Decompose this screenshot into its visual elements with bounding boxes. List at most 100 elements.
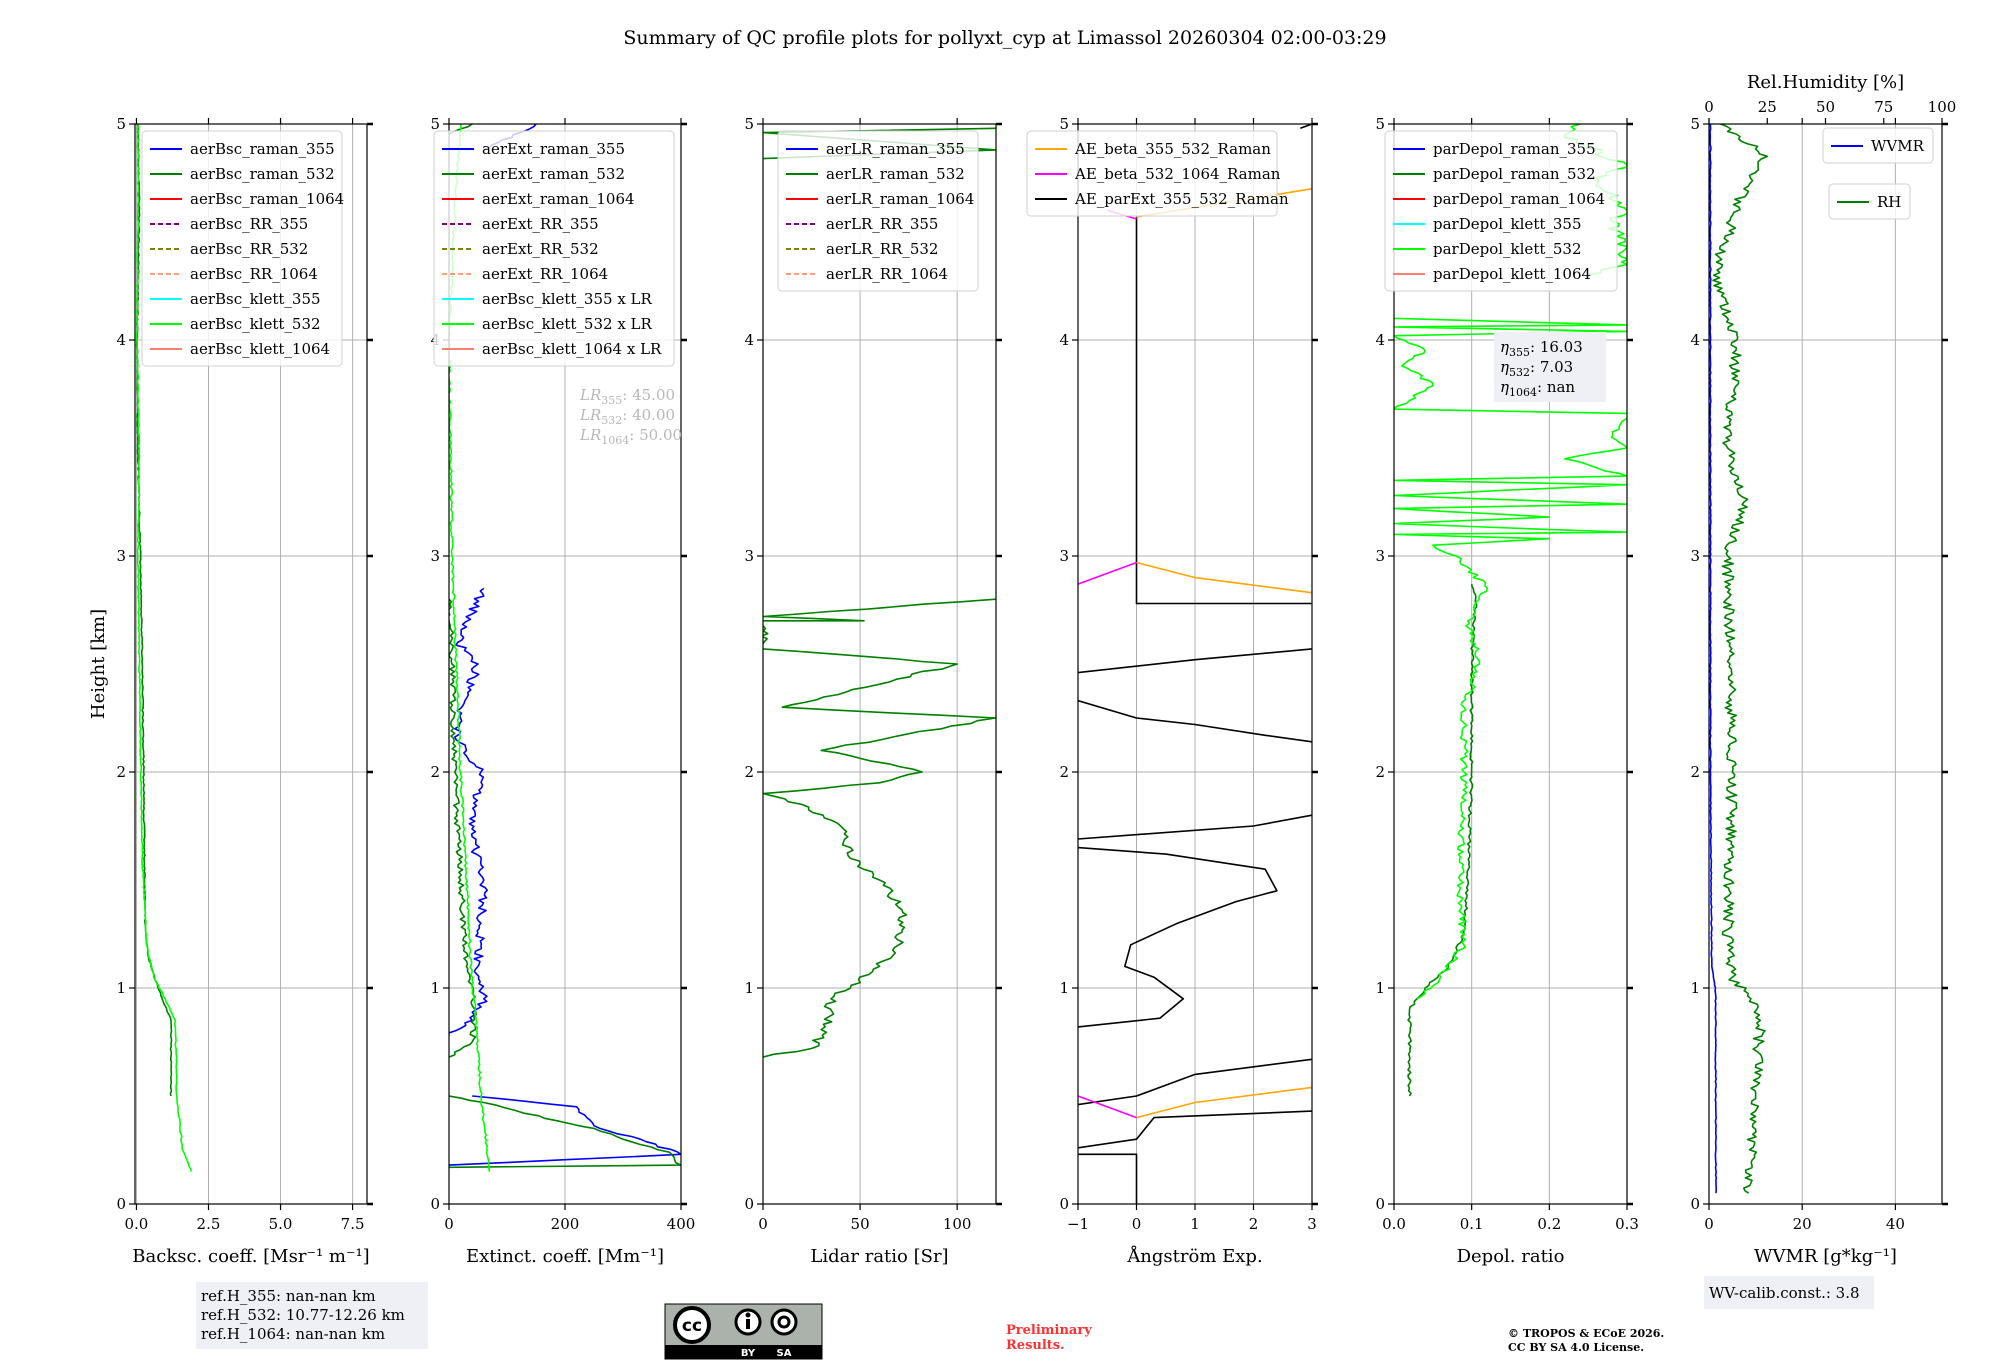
sa-icon (770, 1308, 798, 1336)
series-line-ae-parext-355-532-raman (1135, 216, 1312, 605)
annotation-subscript: 355 (1509, 346, 1530, 359)
y-tick-label: 3 (1690, 547, 1700, 565)
legend-frame (141, 130, 343, 367)
y-tick-label: 4 (116, 331, 126, 349)
legend-label: aerBsc_RR_532 (190, 240, 308, 258)
top-x-tick-label: 50 (1816, 98, 1835, 116)
y-tick-label: 5 (1375, 115, 1385, 133)
x-tick-label: 200 (551, 1215, 580, 1233)
series-line-aerext-raman-532 (449, 1095, 681, 1169)
annotation-line: LR1064: 50.00 (579, 426, 682, 447)
x-tick-label: 2.5 (197, 1215, 221, 1233)
series-line-ae-beta-355-532-raman (1136, 1086, 1312, 1119)
series-line-ae-parext-355-532-raman (1078, 814, 1312, 840)
x-tick-label: 0 (1132, 1215, 1142, 1233)
y-tick-label: 1 (1375, 979, 1385, 997)
x-axis-label: Depol. ratio (1457, 1246, 1565, 1267)
legend-label: AE_beta_355_532_Raman (1074, 140, 1271, 158)
y-tick-label: 3 (116, 547, 126, 565)
annotation-subscript: 532 (601, 414, 622, 427)
annotation-symbol: LR (579, 386, 601, 404)
axes-frame (1708, 123, 1943, 1205)
series-line-ae-parext-355-532-raman (1078, 648, 1312, 674)
y-tick-label: 5 (430, 115, 440, 133)
annotation-value: : 7.03 (1530, 358, 1573, 376)
preliminary-text-1: Preliminary (1006, 1323, 1092, 1338)
series-line-aerext-raman-355 (449, 587, 488, 1036)
annotation-symbol: η (1500, 338, 1509, 356)
figure-title: Summary of QC profile plots for pollyxt_… (623, 27, 1386, 49)
y-tick-label: 5 (1059, 115, 1069, 133)
panel-1: 0.0 2.5 5.0 7.5 0 1 2 3 4 5 Backsc. coeff. [Msr⁻¹ … (116, 115, 373, 1267)
series-line-ae-parext-355-532-raman (1300, 124, 1312, 130)
axes-frame (134, 123, 368, 1205)
y-tick-label: 3 (430, 547, 440, 565)
legend-label: aerExt_raman_532 (482, 165, 625, 183)
y-tick-label: 3 (1059, 547, 1069, 565)
y-tick-label: 2 (1059, 763, 1069, 781)
ref-height-355: ref.H_355: nan-nan km (201, 1287, 376, 1305)
x-tick-label: 0.0 (1382, 1215, 1406, 1233)
legend-label: aerLR_raman_1064 (826, 190, 974, 208)
legend: aerExt_raman_355 aerExt_raman_532 aerExt_r… (433, 130, 675, 367)
legend-label: aerBsc_raman_532 (190, 165, 335, 183)
series-line-aerlr-raman-532 (763, 598, 996, 1058)
annotation-value: : 45.00 (622, 386, 675, 404)
annotation-symbol: LR (579, 426, 601, 444)
y-tick-label: 4 (1059, 331, 1069, 349)
legend-label: aerExt_RR_532 (482, 240, 599, 258)
legend-label: aerExt_RR_355 (482, 215, 599, 233)
panel-4: −1 0 1 2 3 0 1 2 3 4 5 Ångström Exp. AE_beta_355_532… (1026, 115, 1318, 1267)
preliminary-text-2: Results. (1006, 1338, 1065, 1353)
annotation-subscript: 1064 (601, 434, 629, 447)
axes-frame (448, 123, 682, 1205)
x-tick-label: 0.2 (1537, 1215, 1561, 1233)
y-tick-label: 0 (1375, 1195, 1385, 1213)
series-line-ae-parext-355-532-raman (1078, 1058, 1312, 1106)
panel-3: 0 50 100 0 1 2 3 4 5 Lidar ratio [Sr] aerLR_raman_… (744, 115, 1002, 1267)
series-group (135, 124, 192, 1172)
panel-2: 0200400012345Extinct. coeff. [Mm⁻¹]aerEx… (430, 115, 695, 1267)
annotation-value: : 16.03 (1530, 338, 1583, 356)
annotation-symbol: η (1500, 378, 1509, 396)
y-tick-label: 1 (1690, 979, 1700, 997)
series-line-aerbsc-klett-532 (135, 124, 192, 1172)
panel-6: 0 20 40 0 1 2 3 4 5 WVMR [g*kg⁻¹] WVMR RH 0 25 50 75 100… (1690, 72, 1956, 1267)
top-x-tick-label: 75 (1874, 98, 1893, 116)
x-tick-label: 0.0 (125, 1215, 149, 1233)
x-axis-label: Ångström Exp. (1126, 1245, 1262, 1267)
annotation-line: LR355: 45.00 (579, 386, 675, 407)
top-x-axis-label: Rel.Humidity [%] (1747, 72, 1904, 93)
series-line-ae-parext-355-532-raman (1078, 846, 1278, 1028)
legend-frame (1828, 183, 1911, 220)
legend: WVMR (1822, 127, 1934, 164)
x-axis-label: WVMR [g*kg⁻¹] (1754, 1246, 1897, 1267)
legend-label: aerLR_RR_532 (826, 240, 938, 258)
cc-text: cc (682, 1316, 702, 1336)
y-tick-label: 0 (744, 1195, 754, 1213)
series-line-ae-beta-355-532-raman (1136, 561, 1312, 594)
y-tick-label: 2 (430, 763, 440, 781)
x-tick-label: 1 (1190, 1215, 1200, 1233)
y-tick-label: 2 (1690, 763, 1700, 781)
x-tick-label: 400 (667, 1215, 696, 1233)
x-tick-label: 40 (1886, 1215, 1905, 1233)
wv-calibration-box: WV-calib.const.: 3.8 (1704, 1276, 1874, 1309)
legend-label: aerLR_RR_1064 (826, 265, 948, 283)
legend-label: aerBsc_klett_1064 (190, 340, 330, 358)
x-tick-label: −1 (1067, 1215, 1089, 1233)
legend-frame (1822, 127, 1934, 164)
annotation-value: : nan (1537, 378, 1575, 396)
x-axis-label: Extinct. coeff. [Mm⁻¹] (466, 1246, 664, 1267)
ref-height-532: ref.H_532: 10.77-12.26 km (201, 1306, 405, 1324)
series-line-ae-beta-532-1064-raman (1078, 1095, 1137, 1119)
legend-label: aerBsc_klett_532 (190, 315, 321, 333)
series-line-ae-beta-532-1064-raman (1078, 561, 1137, 585)
series-line-aerext-raman-532 (449, 598, 477, 1058)
legend-label: aerExt_raman_355 (482, 140, 625, 158)
y-tick-label: 1 (744, 979, 754, 997)
series-line-aerext-raman-355 (449, 1095, 681, 1166)
cc-by-sa-license-logo: cc BY SA (664, 1303, 823, 1360)
legend-label: aerBsc_RR_1064 (190, 265, 318, 283)
